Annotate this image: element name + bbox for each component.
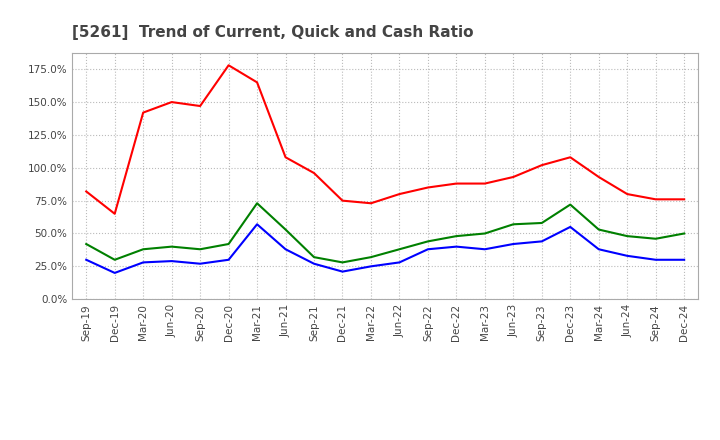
Current Ratio [110, 211, 119, 216]
Current Ratio [623, 191, 631, 197]
Quick Ratio [452, 234, 461, 239]
Cash Ratio [139, 260, 148, 265]
Quick Ratio [395, 247, 404, 252]
Cash Ratio [310, 261, 318, 266]
Current Ratio [595, 174, 603, 180]
Quick Ratio [139, 247, 148, 252]
Cash Ratio [82, 257, 91, 262]
Quick Ratio [366, 254, 375, 260]
Current Ratio [652, 197, 660, 202]
Cash Ratio [196, 261, 204, 266]
Quick Ratio [680, 231, 688, 236]
Quick Ratio [623, 234, 631, 239]
Quick Ratio [566, 202, 575, 207]
Quick Ratio [82, 242, 91, 247]
Current Ratio [167, 99, 176, 105]
Quick Ratio [110, 257, 119, 262]
Current Ratio [225, 62, 233, 68]
Cash Ratio [680, 257, 688, 262]
Current Ratio [423, 185, 432, 190]
Quick Ratio [196, 247, 204, 252]
Current Ratio [310, 170, 318, 176]
Current Ratio [680, 197, 688, 202]
Quick Ratio [423, 239, 432, 244]
Quick Ratio [253, 201, 261, 206]
Quick Ratio [338, 260, 347, 265]
Text: [5261]  Trend of Current, Quick and Cash Ratio: [5261] Trend of Current, Quick and Cash … [72, 25, 474, 40]
Cash Ratio [225, 257, 233, 262]
Quick Ratio [652, 236, 660, 242]
Quick Ratio [480, 231, 489, 236]
Current Ratio [537, 162, 546, 168]
Current Ratio [82, 189, 91, 194]
Current Ratio [196, 103, 204, 109]
Cash Ratio [480, 247, 489, 252]
Cash Ratio [366, 264, 375, 269]
Current Ratio [509, 174, 518, 180]
Quick Ratio [282, 227, 290, 232]
Cash Ratio [623, 253, 631, 258]
Cash Ratio [509, 242, 518, 247]
Quick Ratio [310, 254, 318, 260]
Current Ratio [566, 154, 575, 160]
Cash Ratio [395, 260, 404, 265]
Current Ratio [338, 198, 347, 203]
Quick Ratio [225, 242, 233, 247]
Cash Ratio [253, 222, 261, 227]
Cash Ratio [110, 270, 119, 275]
Current Ratio [253, 80, 261, 85]
Cash Ratio [167, 258, 176, 264]
Cash Ratio [595, 247, 603, 252]
Cash Ratio [338, 269, 347, 274]
Quick Ratio [167, 244, 176, 249]
Quick Ratio [509, 222, 518, 227]
Cash Ratio [566, 224, 575, 230]
Line: Current Ratio: Current Ratio [86, 65, 684, 214]
Cash Ratio [537, 239, 546, 244]
Current Ratio [366, 201, 375, 206]
Cash Ratio [452, 244, 461, 249]
Current Ratio [139, 110, 148, 115]
Current Ratio [452, 181, 461, 186]
Cash Ratio [423, 247, 432, 252]
Current Ratio [480, 181, 489, 186]
Cash Ratio [652, 257, 660, 262]
Line: Quick Ratio: Quick Ratio [86, 203, 684, 262]
Line: Cash Ratio: Cash Ratio [86, 224, 684, 273]
Quick Ratio [595, 227, 603, 232]
Current Ratio [282, 154, 290, 160]
Quick Ratio [537, 220, 546, 226]
Current Ratio [395, 191, 404, 197]
Cash Ratio [282, 247, 290, 252]
